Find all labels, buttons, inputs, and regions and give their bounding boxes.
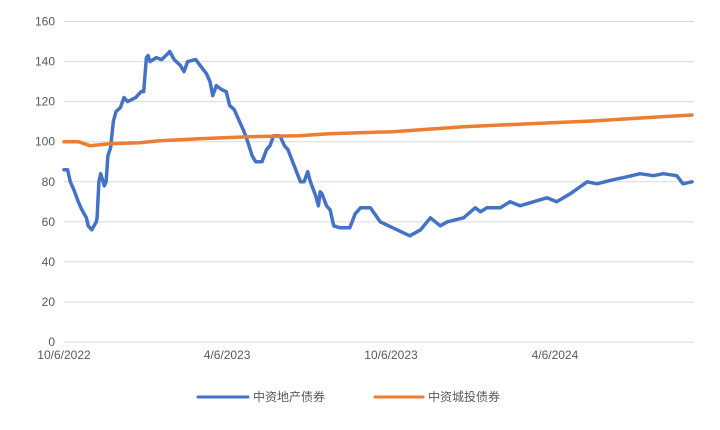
legend-label-series-1: 中资城投债券: [428, 389, 500, 404]
series-line-1: [62, 113, 694, 148]
series-lines: [62, 49, 694, 238]
x-tick-label: 10/6/2022: [37, 348, 91, 362]
y-tick-label: 60: [42, 215, 56, 229]
y-tick-label: 140: [35, 55, 55, 69]
y-tick-label: 100: [35, 135, 55, 149]
legend-label-series-0: 中资地产债券: [253, 389, 325, 404]
y-tick-label: 0: [48, 335, 55, 349]
x-axis-tick-labels: 10/6/2022 4/6/2023 10/6/2023 4/6/2024: [37, 348, 578, 362]
y-tick-label: 40: [42, 255, 56, 269]
y-tick-label: 20: [42, 295, 56, 309]
x-tick-label: 10/6/2023: [364, 348, 418, 362]
y-tick-label: 160: [35, 15, 55, 29]
y-tick-label: 80: [42, 175, 56, 189]
legend: 中资地产债券 中资城投债券: [196, 389, 500, 404]
y-axis-tick-labels: 0 20 40 60 80 100 120 140 160: [35, 15, 55, 350]
y-tick-label: 120: [35, 95, 55, 109]
x-tick-label: 4/6/2024: [532, 348, 579, 362]
series-line-0: [62, 49, 694, 238]
x-tick-label: 4/6/2023: [204, 348, 251, 362]
